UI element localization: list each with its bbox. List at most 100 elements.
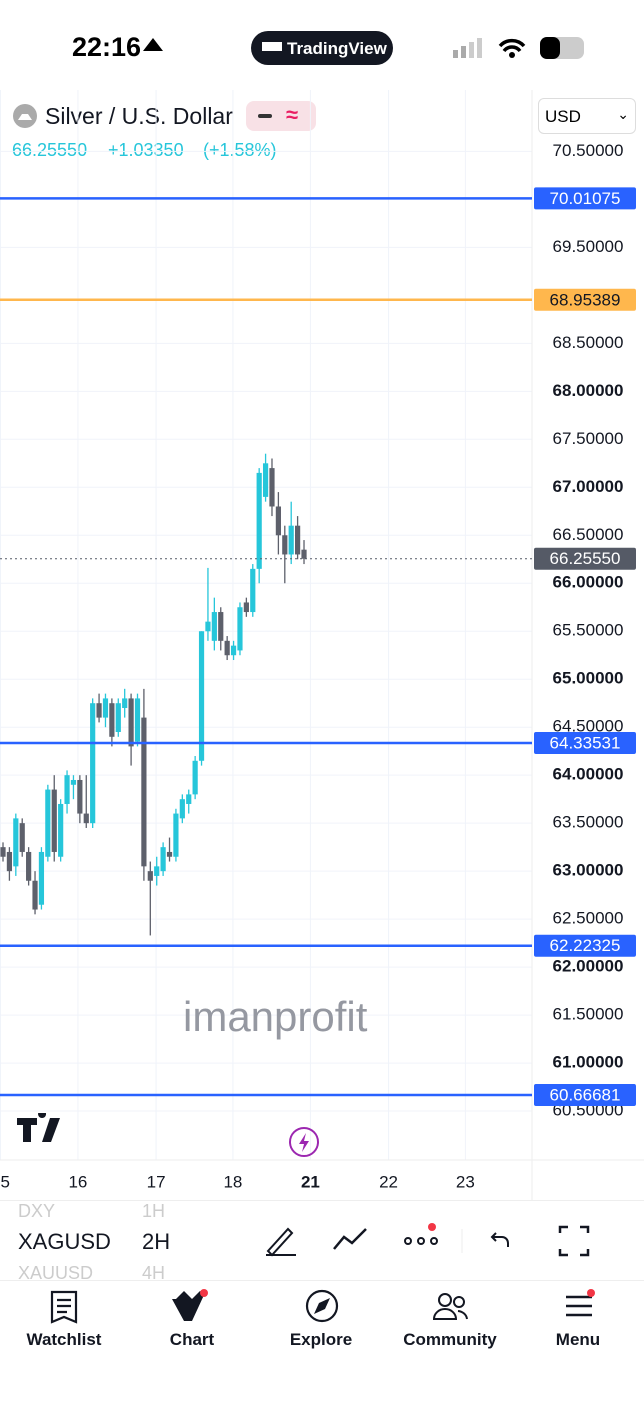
candle [243, 597, 249, 617]
price-tag [534, 288, 636, 311]
candle-body [128, 698, 134, 747]
x-tick-label: 16 [68, 1172, 87, 1191]
price-tag-label: 62.22325 [550, 936, 621, 955]
tab-bar: Watchlist Chart Explore Community Menu [0, 1280, 644, 1401]
candle [32, 871, 38, 915]
candle [275, 492, 281, 555]
candle [186, 789, 192, 814]
toolbar: DXY XAGUSD XAUUSD 1H 2H 4H [0, 1200, 644, 1283]
candle-body [90, 703, 96, 824]
candle-body [275, 506, 281, 536]
price-tag-label: 64.33531 [550, 733, 621, 752]
y-tick-label: 70.50000 [553, 141, 624, 160]
candle-body [230, 645, 237, 656]
x-tick-label: 23 [456, 1172, 475, 1191]
candle [224, 636, 230, 661]
candle [282, 525, 288, 584]
interval[interactable]: 2H [142, 1229, 171, 1254]
candle-body [198, 631, 205, 761]
candle-body [173, 813, 179, 857]
y-tick-label: 61.50000 [553, 1005, 624, 1024]
candle-body [250, 568, 256, 613]
candle-body [13, 818, 19, 867]
toolbar-icons[interactable] [240, 1211, 640, 1271]
candle [205, 567, 211, 641]
candle [237, 602, 243, 656]
y-tick-label: 67.00000 [553, 477, 624, 496]
plot [0, 90, 532, 1160]
candle [160, 842, 166, 876]
candle [147, 861, 153, 936]
tab-label[interactable]: Watchlist [26, 1330, 102, 1349]
status-icons [143, 37, 584, 59]
candle [102, 693, 109, 728]
indicator-pill[interactable]: ≈ [246, 101, 316, 131]
candle-body [83, 813, 89, 824]
candle-body [51, 789, 57, 852]
candle [70, 775, 77, 800]
y-tick-label: 67.50000 [553, 429, 624, 448]
chart: 70.50000 69.50000 68.50000 68.00000 67.50000… [0, 90, 644, 1200]
candle-body [70, 779, 77, 785]
candle [230, 640, 237, 661]
y-tick-label: 61.00000 [553, 1053, 624, 1072]
candle [166, 837, 173, 862]
prev-interval: 1H [142, 1201, 166, 1221]
currency-select[interactable]: USD ⌄ [538, 98, 636, 134]
candle [301, 540, 307, 565]
candle-body [166, 851, 173, 857]
candle [77, 775, 83, 824]
alert-icon[interactable] [287, 1125, 321, 1159]
candle-body [6, 851, 13, 872]
candle-body [282, 535, 288, 555]
currency: USD [545, 107, 581, 126]
x-tick-label: 18 [223, 1172, 242, 1191]
tab-label[interactable]: Menu [555, 1330, 601, 1349]
candle-body [19, 823, 25, 852]
y-tick-label: 62.00000 [553, 957, 624, 976]
candle-body [205, 621, 211, 632]
candle-body [147, 871, 153, 881]
candle [64, 770, 70, 814]
symbol-name: Silver / U.S. Dollar [45, 103, 233, 129]
candle-body [256, 472, 262, 569]
candle-body [186, 794, 192, 804]
candle [154, 856, 160, 886]
price-tag-label: 68.95389 [550, 290, 621, 309]
candle [38, 847, 45, 910]
y-tick-label: 65.00000 [553, 669, 624, 688]
candle-body [45, 789, 51, 857]
watermark: imanprofit [183, 993, 368, 1040]
candle-body [269, 468, 275, 507]
candle [198, 631, 205, 766]
y-tick-label: 66.00000 [553, 573, 624, 592]
candle [19, 818, 25, 857]
price-tag-label: 70.01075 [550, 189, 621, 208]
candle [192, 755, 198, 800]
tab-label[interactable]: Chart [169, 1330, 215, 1349]
candle [122, 688, 128, 718]
candle [6, 847, 13, 881]
candle-body [288, 525, 294, 555]
price-tag [534, 1084, 636, 1107]
change-pct: (+1.58%) [203, 140, 277, 160]
symbol[interactable]: XAGUSD [18, 1229, 111, 1254]
candle-body [192, 760, 198, 795]
candle-body [96, 703, 102, 718]
tab-label[interactable]: Explore [289, 1330, 353, 1349]
tab-label[interactable]: Community [403, 1330, 497, 1349]
price-tag [534, 732, 636, 755]
candle [109, 698, 115, 747]
y-tick-label: 64.00000 [553, 765, 624, 784]
candle [83, 775, 89, 828]
change: +1.03350 [108, 140, 184, 160]
candle-body [102, 698, 109, 718]
price: 66.25550 [12, 140, 88, 160]
candle-body [295, 525, 301, 555]
candle-body [218, 612, 224, 641]
candle-body [77, 779, 83, 814]
next-symbol: XAUUSD [18, 1263, 94, 1283]
tab-icons [50, 1289, 595, 1324]
candle-body [134, 698, 141, 742]
y-tick-label: 68.50000 [553, 333, 624, 352]
